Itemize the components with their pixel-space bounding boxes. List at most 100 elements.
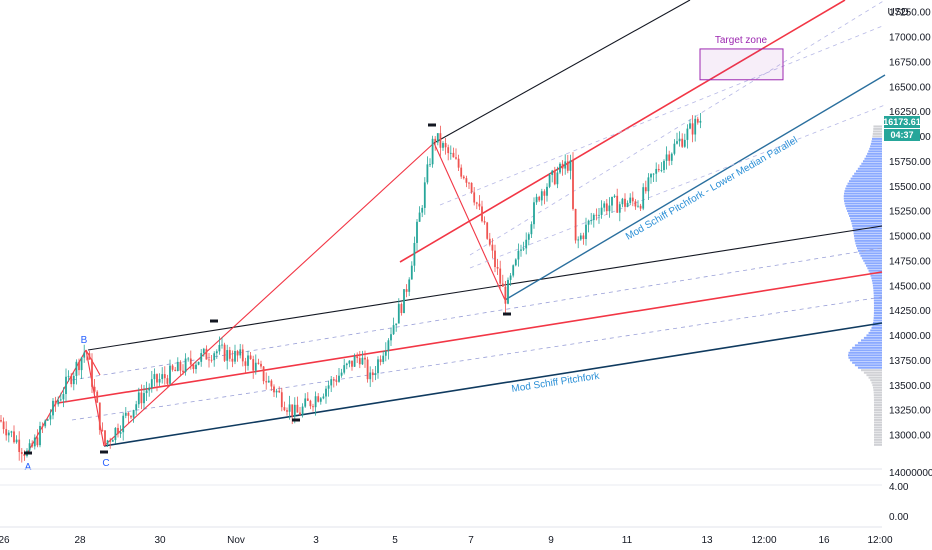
volume-profile-bar xyxy=(862,160,882,163)
candle-body xyxy=(405,289,408,292)
volume-profile-bar xyxy=(848,351,882,354)
volume-profile-bar xyxy=(856,247,882,250)
candle-body xyxy=(491,244,494,251)
candle-body xyxy=(59,399,62,401)
candle-body xyxy=(187,358,190,360)
candle-body xyxy=(330,379,333,386)
candle-body xyxy=(130,415,132,418)
candle-body xyxy=(135,404,138,411)
volume-profile-bar xyxy=(873,391,882,394)
candle-body xyxy=(340,372,343,376)
candle-body xyxy=(613,195,616,197)
candle-body xyxy=(197,361,200,365)
volume-profile-bar xyxy=(864,157,882,160)
volume-profile-bar xyxy=(873,314,882,317)
volume-profile-bar xyxy=(843,192,882,195)
volume-profile-bar xyxy=(874,421,882,424)
candle-body xyxy=(564,161,567,169)
volume-profile-bar xyxy=(873,404,882,407)
candle-body xyxy=(501,283,504,287)
candle-body xyxy=(182,370,184,373)
candle-body xyxy=(228,350,231,359)
volume-profile-bar xyxy=(849,217,882,220)
pivot-connector-line xyxy=(85,349,105,447)
volume-profile-bar xyxy=(857,341,882,344)
candle-body xyxy=(592,214,595,221)
volume-profile-bar xyxy=(873,386,882,389)
volume-profile-bar xyxy=(873,130,882,133)
candle-body xyxy=(499,268,502,284)
candle-body xyxy=(600,207,603,215)
volume-profile-bar xyxy=(868,269,882,272)
candle-body xyxy=(416,221,418,243)
candle-body xyxy=(530,224,533,235)
volume-profile-bar xyxy=(854,239,882,242)
volume-profile-bar xyxy=(861,339,882,342)
candle-body xyxy=(652,173,655,175)
volume-profile-bar xyxy=(856,244,882,247)
candle-body xyxy=(527,234,530,240)
price-tick-label: 16750.00 xyxy=(889,57,931,68)
candle-body xyxy=(517,250,520,260)
volume-profile-bar xyxy=(873,396,882,399)
candle-body xyxy=(158,379,161,383)
volume-profile-bar xyxy=(844,190,882,193)
candle-body xyxy=(109,440,112,442)
candle-body xyxy=(436,133,439,143)
candle-body xyxy=(335,380,338,382)
currency-label: USD xyxy=(887,7,908,18)
candle-body xyxy=(124,412,127,416)
volume-profile-bar xyxy=(853,232,882,235)
volume-profile-bar xyxy=(855,242,882,245)
candle-body xyxy=(236,351,239,356)
candle-body xyxy=(413,242,416,266)
volume-profile-bar xyxy=(850,177,882,180)
candle-body xyxy=(452,152,455,158)
candle-body xyxy=(10,431,13,433)
candle-body xyxy=(647,177,650,192)
candle-body xyxy=(156,374,158,383)
candle-body xyxy=(353,356,356,367)
candle-body xyxy=(535,196,538,203)
candle-body xyxy=(683,139,686,147)
candle-body xyxy=(455,157,457,159)
lower-median-label: Mod Schiff Pitchfork - Lower Median Para… xyxy=(624,135,800,243)
volume-profile-bar xyxy=(852,346,882,349)
volume-profile-bar xyxy=(848,356,882,359)
candle-body xyxy=(431,138,434,165)
volume-profile-bar xyxy=(855,170,882,173)
candle-body xyxy=(470,182,473,193)
candle-body xyxy=(569,160,572,171)
target-zone-box[interactable] xyxy=(699,48,784,81)
candle-body xyxy=(629,197,632,203)
volume-profile-bar xyxy=(863,259,882,262)
candle-body xyxy=(618,204,621,213)
candlestick-series xyxy=(0,113,702,463)
candle-body xyxy=(93,386,96,392)
candle-body xyxy=(361,357,364,365)
candle-body xyxy=(260,363,262,367)
candle-body xyxy=(132,410,135,418)
candle-body xyxy=(488,238,491,245)
candle-body xyxy=(556,172,559,185)
volume-profile-bar xyxy=(849,215,882,217)
candle-body xyxy=(673,143,676,154)
candle-body xyxy=(78,361,80,371)
candle-body xyxy=(595,214,598,216)
price-tick-label: 15000.00 xyxy=(889,232,931,243)
candle-body xyxy=(478,203,481,207)
candle-body xyxy=(338,375,340,382)
candle-body xyxy=(449,152,452,154)
price-tick-label: 15500.00 xyxy=(889,182,931,193)
volume-profile-bar xyxy=(866,264,882,267)
candle-body xyxy=(621,198,624,205)
volume-profile-bar xyxy=(873,297,882,300)
volume-profile-bar xyxy=(873,302,882,305)
pivot-marker xyxy=(100,450,108,454)
volume-profile-bar xyxy=(873,304,882,307)
volume-profile-bar xyxy=(873,401,882,404)
pitchfork-median-line xyxy=(57,271,883,404)
volume-profile-bar xyxy=(873,389,882,392)
price-tick-label: 13750.00 xyxy=(889,356,931,367)
